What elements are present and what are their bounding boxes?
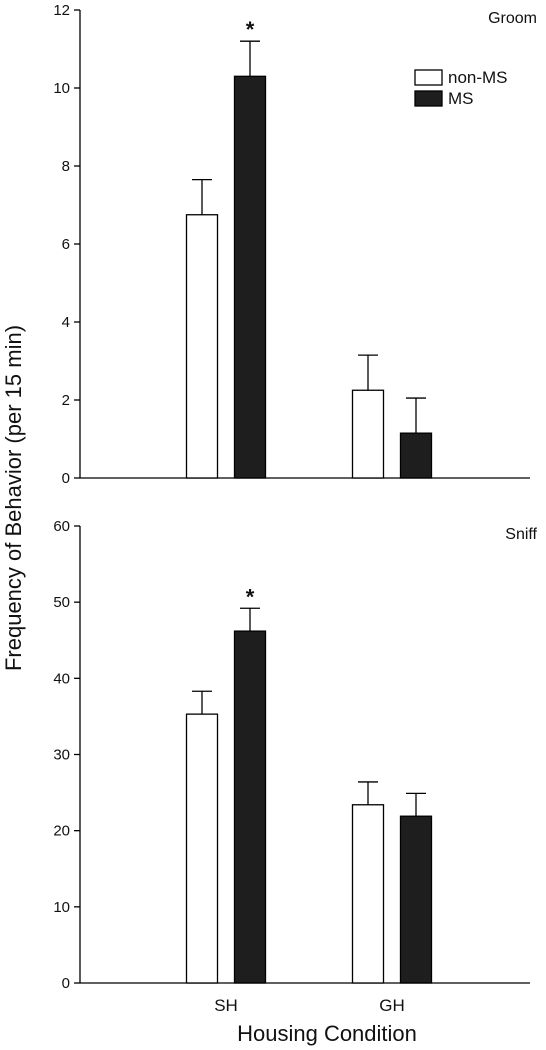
- y-tick-label: 50: [53, 594, 70, 611]
- y-tick-label: 60: [53, 518, 70, 535]
- y-tick-label: 10: [53, 899, 70, 916]
- y-tick-label: 30: [53, 747, 70, 764]
- x-axis-label: Housing Condition: [237, 1021, 417, 1046]
- bar-ms-gh: [399, 432, 433, 479]
- chart-panel-sniff: 0 10 20 30 40 50 60 Sniff * SH GH: [53, 518, 537, 1015]
- y-axis-label: Frequency of Behavior (per 15 min): [1, 325, 26, 671]
- panel-title: Groom: [488, 10, 537, 27]
- bar-ms-sh: [233, 630, 267, 984]
- legend: non-MS MS: [414, 68, 508, 108]
- chart-panels: 0 2 4 6 8 10 12 Groom * non-MS MS 0 10 20 30 40 50 60 Snif…: [53, 2, 537, 1015]
- y-tick-label: 20: [53, 823, 70, 840]
- legend-label-ms: MS: [448, 89, 474, 108]
- y-tick-label: 8: [62, 158, 70, 175]
- y-tick-label: 6: [62, 236, 70, 253]
- y-tick-label: 12: [53, 2, 70, 19]
- bar-ms-gh: [399, 815, 433, 984]
- bar-non-ms-gh: [351, 804, 385, 984]
- bar-non-ms-sh: [185, 214, 219, 479]
- panel-title: Sniff: [505, 526, 537, 543]
- y-tick-label: 2: [62, 392, 70, 409]
- y-tick-label: 40: [53, 670, 70, 687]
- x-tick-label: SH: [214, 996, 238, 1015]
- y-tick-label: 0: [62, 470, 70, 487]
- y-tick-label: 4: [62, 314, 70, 331]
- chart-panel-groom: 0 2 4 6 8 10 12 Groom * non-MS MS: [53, 2, 537, 487]
- y-tick-label: 0: [62, 975, 70, 992]
- y-tick-label: 10: [53, 80, 70, 97]
- bar-non-ms-sh: [185, 713, 219, 984]
- significance-marker: *: [246, 584, 255, 609]
- legend-swatch-ms: [414, 90, 443, 107]
- legend-swatch-non-ms: [414, 69, 443, 86]
- significance-marker: *: [246, 17, 255, 42]
- x-tick-label: GH: [379, 996, 405, 1015]
- bar-ms-sh: [233, 75, 267, 479]
- legend-label-non-ms: non-MS: [448, 68, 508, 87]
- bar-non-ms-gh: [351, 389, 385, 479]
